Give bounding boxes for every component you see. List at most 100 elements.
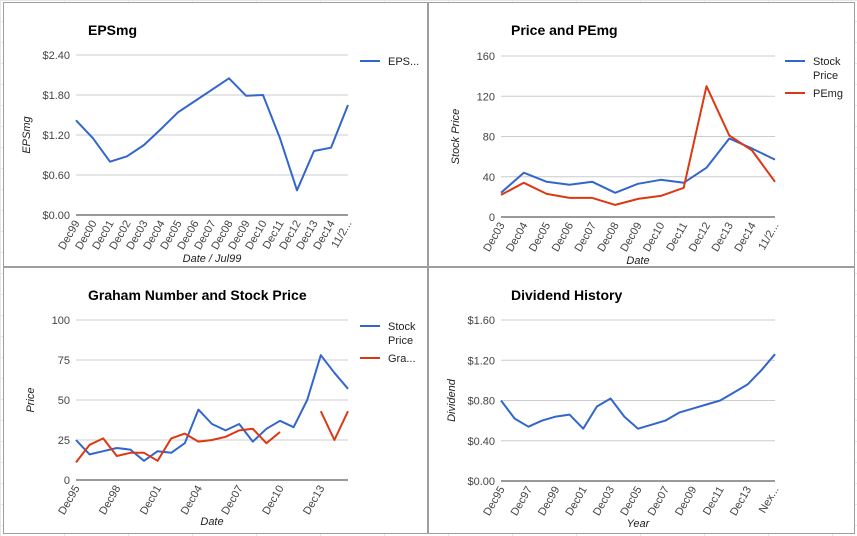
data-point [261, 93, 266, 98]
data-point [750, 148, 755, 153]
y-tick-label: 75 [58, 355, 70, 367]
data-point [329, 145, 334, 150]
series-line-0 [500, 353, 776, 430]
data-point [169, 450, 174, 455]
data-point [312, 149, 317, 154]
data-point [278, 418, 283, 423]
data-point [169, 436, 174, 441]
data-point [196, 439, 201, 444]
legend-label: PEmg [813, 88, 843, 100]
y-tick-label: $0.40 [467, 436, 495, 448]
data-point [704, 402, 709, 407]
data-point [581, 426, 586, 431]
data-point [155, 449, 160, 454]
chart-title: EPSmg [88, 22, 137, 38]
legend-label: Stock Price [388, 321, 416, 347]
data-point [590, 179, 595, 184]
x-tick-label: Dec13 [301, 484, 327, 518]
x-tick-label: Dec06 [550, 221, 576, 255]
y-tick-label: 100 [52, 315, 70, 327]
y-axis-title: Stock Price [450, 109, 462, 165]
chart-panel-price-pemg: Price and PEmg 0 40 80 120 160 Dec03 Dec04 Dec05… [428, 2, 855, 267]
chart-title: Price and PEmg [511, 22, 618, 38]
chart-price-pemg: Price and PEmg 0 40 80 120 160 Dec03Dec04Dec05… [450, 22, 843, 267]
data-point [108, 159, 113, 164]
x-tick-label: Dec08 [595, 221, 621, 255]
y-tick-label: 80 [483, 132, 495, 144]
x-axis-title: Date [200, 516, 223, 528]
data-point [636, 426, 641, 431]
x-tick-label: Dec07 [220, 484, 246, 518]
x-tick-label: Dec01 [138, 484, 164, 518]
data-point [332, 438, 337, 443]
data-point [210, 422, 215, 427]
chart-epsmg: EPSmg$0.00$0.60$1.20$1.80$2.40Dec99Dec00… [21, 22, 419, 265]
data-point [773, 352, 778, 357]
data-point [176, 110, 181, 115]
data-point [318, 353, 323, 358]
data-point [87, 442, 92, 447]
data-point [142, 450, 147, 455]
data-point [227, 76, 232, 81]
data-point [159, 127, 164, 132]
chart-panel-graham: Graham Number and Stock Price 0 25 50 75 100 D… [3, 267, 428, 534]
y-axis-title: Price [25, 387, 37, 412]
y-tick-label: 40 [483, 172, 495, 184]
x-axis-title: Date [626, 255, 649, 267]
data-point [182, 431, 187, 436]
y-tick-label: $1.60 [467, 315, 495, 327]
data-point [773, 157, 778, 162]
data-point [210, 87, 215, 92]
data-point [544, 179, 549, 184]
data-point [128, 450, 133, 455]
data-point [244, 93, 249, 98]
data-point [250, 439, 255, 444]
y-tick-label: $0.00 [467, 476, 495, 488]
y-tick-label: 50 [58, 395, 70, 407]
data-point [237, 422, 242, 427]
y-tick-label: $0.80 [467, 396, 495, 408]
x-tick-label: Dec95 [481, 485, 507, 519]
data-point [101, 436, 106, 441]
x-tick-label: Dec12 [687, 221, 713, 255]
data-point [142, 458, 147, 463]
data-point [74, 438, 79, 443]
x-tick-label: Dec05 [527, 221, 553, 255]
y-axis-title: Dividend [446, 378, 458, 422]
data-point [553, 414, 558, 419]
data-point [613, 202, 618, 207]
chart-graham: Graham Number and Stock Price 0 25 50 75 100 D… [25, 287, 416, 528]
chart-title: Graham Number and Stock Price [88, 287, 307, 303]
data-point [681, 185, 686, 190]
data-point [142, 143, 147, 148]
x-tick-label: 11/2... [756, 221, 781, 253]
x-tick-label: Dec04 [179, 484, 205, 518]
data-point [663, 418, 668, 423]
x-tick-label: Dec09 [618, 221, 644, 255]
y-tick-label: 120 [477, 91, 495, 103]
data-point [155, 458, 160, 463]
chart-title: Dividend History [511, 287, 622, 303]
data-point [305, 398, 310, 403]
data-point [727, 133, 732, 138]
data-point [182, 441, 187, 446]
data-point [704, 84, 709, 89]
data-point [521, 180, 526, 185]
legend-label: Gra... [388, 353, 416, 365]
data-point [278, 430, 283, 435]
data-point [590, 195, 595, 200]
data-point [237, 428, 242, 433]
legend-label: Stock Price [813, 56, 841, 82]
data-point [658, 193, 663, 198]
x-tick-label: Dec03 [481, 221, 507, 255]
data-point [745, 382, 750, 387]
data-point [773, 179, 778, 184]
data-point [567, 195, 572, 200]
data-point [608, 396, 613, 401]
data-point [278, 136, 283, 141]
x-axis-title: Date / Jul99 [183, 253, 242, 265]
x-tick-label: Dec04 [504, 221, 530, 255]
data-point [636, 196, 641, 201]
data-point [318, 409, 323, 414]
data-point [196, 407, 201, 412]
